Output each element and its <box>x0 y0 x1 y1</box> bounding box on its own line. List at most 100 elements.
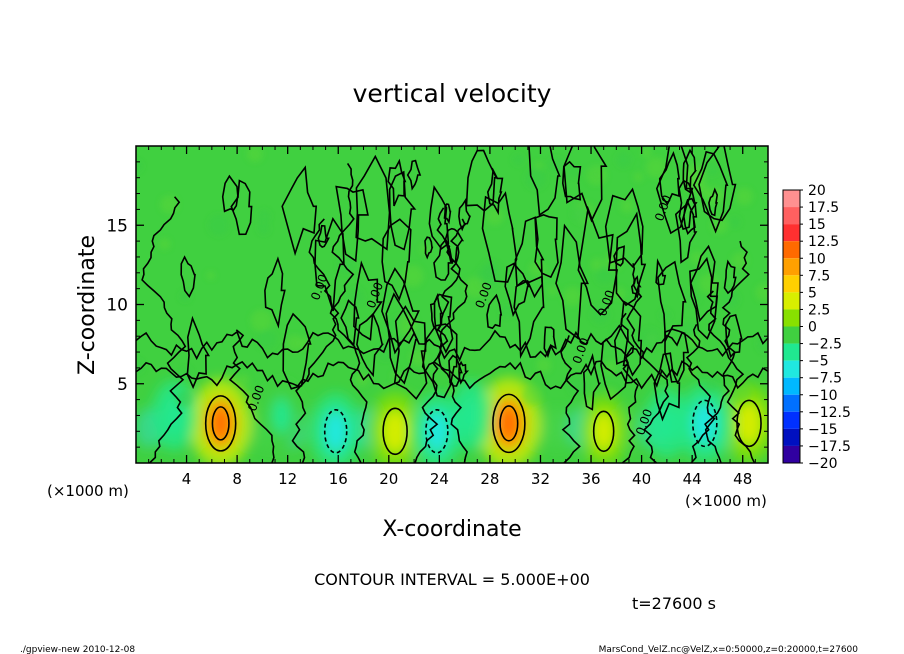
x-tick-label: 32 <box>531 470 550 488</box>
contour-line <box>620 312 639 463</box>
y-axis-label: Z-coordinate <box>75 235 100 375</box>
noise-patch <box>500 304 514 318</box>
contour-line <box>513 275 545 359</box>
colorbar-label: 7.5 <box>808 268 830 284</box>
contour-line <box>230 179 253 236</box>
noise-patch <box>160 195 178 214</box>
contour-line <box>424 236 434 260</box>
contour-line <box>141 196 187 463</box>
noise-patch <box>286 334 303 352</box>
noise-patch <box>571 205 589 222</box>
colorbar-segment <box>783 275 800 293</box>
contour-line <box>600 324 630 401</box>
contour-line <box>429 292 444 332</box>
x-tick-label: 8 <box>232 470 242 488</box>
contour-line <box>486 167 504 216</box>
colorbar-segment <box>783 326 800 344</box>
noise-patch <box>568 166 580 178</box>
noise-patch <box>705 162 719 176</box>
noise-patch <box>645 157 667 178</box>
noise-patch <box>464 277 485 298</box>
contour-line <box>228 329 275 463</box>
cell-contour-inner <box>499 405 519 442</box>
noise-patch <box>355 373 369 386</box>
noise-patch <box>641 147 652 158</box>
colorbar-label: −15 <box>808 422 838 438</box>
colorbar-label: −10 <box>808 388 838 404</box>
cells-layer <box>136 146 768 463</box>
x-axis-label: X-coordinate <box>382 517 521 542</box>
colorbar-segment <box>783 241 800 259</box>
y-tick-label: 10 <box>106 296 128 316</box>
colorbar-label: 5 <box>808 285 817 301</box>
contour-line <box>421 323 458 399</box>
cell-peak <box>499 406 519 441</box>
colorbar-label: −17.5 <box>808 439 851 455</box>
chart-title: vertical velocity <box>353 79 552 108</box>
contour-line <box>577 205 619 316</box>
contour-line <box>563 146 608 223</box>
colorbar-label: −5 <box>808 354 829 370</box>
noise-patch <box>159 238 171 250</box>
noise-patch <box>620 198 635 213</box>
x-axis: 4 8 12 16 20 24 28 32 36 40 44 48 <box>148 146 756 488</box>
colorbar-segment <box>783 190 800 208</box>
cell-core <box>323 410 348 453</box>
x-tick-label: 20 <box>379 470 398 488</box>
noise-patch <box>698 273 719 294</box>
contours-layer <box>136 146 768 463</box>
x-tick-label: 28 <box>480 470 499 488</box>
cell-core <box>736 401 762 446</box>
noise-patch <box>534 161 543 170</box>
cell-core <box>592 411 615 452</box>
y-tick-label: 5 <box>117 375 128 395</box>
time-label: t=27600 s <box>632 594 716 613</box>
contour-line <box>723 259 737 295</box>
x-tick-label: 48 <box>733 470 752 488</box>
contour-line <box>340 299 360 347</box>
cell-peak <box>211 406 230 440</box>
contour-line <box>604 187 644 269</box>
cell-contour <box>382 407 408 456</box>
contour-line <box>486 293 503 330</box>
noise-patch <box>258 222 270 235</box>
contour-line <box>291 162 355 463</box>
contour-line <box>560 335 581 463</box>
plot-area: 0.00 0.00 0.00 0.000.000.000.000.00 <box>136 146 768 463</box>
noise-patch <box>529 261 545 277</box>
cell-core <box>382 409 408 454</box>
noise-patch <box>536 357 552 373</box>
colorbar-label: 2.5 <box>808 302 830 318</box>
cell-contour-inner <box>211 406 230 441</box>
cell-core <box>461 396 481 435</box>
contour-line <box>655 146 694 235</box>
colorbar-label: 20 <box>808 183 826 199</box>
noise-patch <box>548 286 558 296</box>
contour-line <box>582 353 602 411</box>
contour-line <box>481 191 518 283</box>
footer-right: MarsCond_VelZ.nc@VelZ,x=0:50000,z=0:2000… <box>599 645 859 654</box>
noise-patch <box>246 146 263 162</box>
contour-line <box>406 159 422 191</box>
noise-patch <box>679 322 697 340</box>
noise-patch <box>735 187 753 206</box>
x-tick-label: 24 <box>430 470 449 488</box>
colorbar-label: −20 <box>808 456 838 472</box>
colorbar-label: −2.5 <box>808 337 842 353</box>
noise-patch <box>257 329 277 349</box>
noise-patch <box>706 188 724 206</box>
contour-line <box>664 328 690 383</box>
contour-line <box>561 160 582 201</box>
noise-patch <box>485 207 504 226</box>
contour-line <box>264 256 286 329</box>
noise-patch <box>604 360 618 374</box>
colorbar-segment <box>783 343 800 361</box>
contour-line <box>393 305 428 400</box>
colorbar-segment <box>783 411 800 429</box>
cell-core <box>272 397 291 434</box>
colorbar-label: 17.5 <box>808 200 839 216</box>
x-unit-label-left: (×1000 m) <box>47 482 129 500</box>
contour-line <box>613 300 643 377</box>
contour-line <box>444 227 464 263</box>
